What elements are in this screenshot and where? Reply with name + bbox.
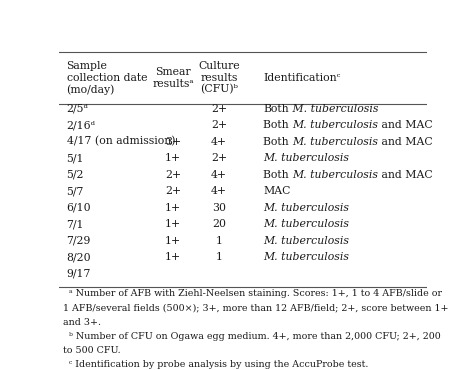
Text: 1: 1 [216,236,223,246]
Text: Sample
collection date
(mo/day): Sample collection date (mo/day) [66,61,147,95]
Text: M. tuberculosis: M. tuberculosis [289,104,378,114]
Text: 6/10: 6/10 [66,203,91,213]
Text: M. tuberculosis: M. tuberculosis [263,203,349,213]
Text: Both: Both [263,120,292,130]
Text: MAC: MAC [263,186,291,196]
Text: 4+: 4+ [211,186,227,196]
Text: 7/1: 7/1 [66,219,84,229]
Text: M. tuberculosis: M. tuberculosis [292,169,378,179]
Text: M. tuberculosis: M. tuberculosis [292,120,378,130]
Text: 20: 20 [212,219,226,229]
Text: ᵇ Number of CFU on Ogawa egg medium. 4+, more than 2,000 CFU; 2+, 200: ᵇ Number of CFU on Ogawa egg medium. 4+,… [63,332,441,341]
Text: M. tuberculosis: M. tuberculosis [263,252,349,262]
Text: 1 AFB/several fields (500×); 3+, more than 12 AFB/field; 2+, score between 1+: 1 AFB/several fields (500×); 3+, more th… [63,303,448,312]
Text: Both: Both [263,137,292,147]
Text: 9/17: 9/17 [66,269,91,279]
Text: M. tuberculosis: M. tuberculosis [263,236,349,246]
Text: 4+: 4+ [211,137,227,147]
Text: 1+: 1+ [165,236,181,246]
Text: 2+: 2+ [211,104,227,114]
Text: 1+: 1+ [165,252,181,262]
Text: 1: 1 [216,252,223,262]
Text: 2/16ᵈ: 2/16ᵈ [66,120,96,130]
Text: 7/29: 7/29 [66,236,91,246]
Text: M. tuberculosis: M. tuberculosis [263,219,349,229]
Text: to 500 CFU.: to 500 CFU. [63,346,120,355]
Text: ᶜ Identification by probe analysis by using the AccuProbe test.: ᶜ Identification by probe analysis by us… [63,360,368,369]
Text: Smear
resultsᵃ: Smear resultsᵃ [152,67,194,89]
Text: 2+: 2+ [211,153,227,163]
Text: 2+: 2+ [211,120,227,130]
Text: and MAC: and MAC [378,137,433,147]
Text: and MAC: and MAC [378,120,433,130]
Text: Both: Both [263,104,289,114]
Text: Identificationᶜ: Identificationᶜ [263,73,340,83]
Text: 5/1: 5/1 [66,153,84,163]
Text: 1+: 1+ [165,203,181,213]
Text: 5/2: 5/2 [66,169,84,179]
Text: Culture
results
(CFU)ᵇ: Culture results (CFU)ᵇ [198,61,240,95]
Text: 8/20: 8/20 [66,252,91,262]
Text: and 3+.: and 3+. [63,318,101,327]
Text: 2+: 2+ [165,169,181,179]
Text: and MAC: and MAC [378,169,433,179]
Text: 1+: 1+ [165,219,181,229]
Text: 3+: 3+ [165,137,181,147]
Text: 2/5ᵈ: 2/5ᵈ [66,104,89,114]
Text: ᵃ Number of AFB with Ziehl-Neelsen staining. Scores: 1+, 1 to 4 AFB/slide or: ᵃ Number of AFB with Ziehl-Neelsen stain… [63,289,442,298]
Text: 4/17 (on admission): 4/17 (on admission) [66,137,175,147]
Text: 1+: 1+ [165,153,181,163]
Text: 5/7: 5/7 [66,186,84,196]
Text: M. tuberculosis: M. tuberculosis [263,153,349,163]
Text: 2+: 2+ [165,186,181,196]
Text: 4+: 4+ [211,169,227,179]
Text: Both: Both [263,169,292,179]
Text: M. tuberculosis: M. tuberculosis [292,137,378,147]
Text: 30: 30 [212,203,226,213]
